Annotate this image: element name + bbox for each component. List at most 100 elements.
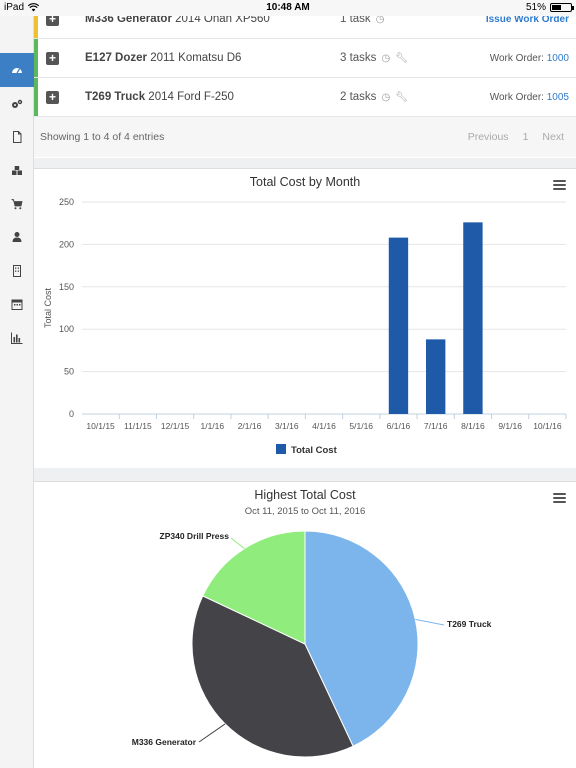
work-requests-table: + M336 Generator 2014 Onan XP560 1 task ◷…: [34, 0, 576, 158]
sidebar-item-locations[interactable]: [0, 254, 34, 288]
building-icon: [13, 265, 21, 277]
chart-menu-button[interactable]: [553, 180, 566, 190]
pie-chart: T269 Truck M336 Generator ZP340 Drill Pres…: [132, 530, 492, 758]
pie-label: T269 Truck: [447, 619, 492, 629]
bar-chart-title: Total Cost by Month: [249, 175, 361, 189]
x-tick-label: 8/1/16: [461, 421, 485, 431]
sidebar-item-purchasing[interactable]: [0, 187, 34, 221]
task-count: 1 task: [340, 13, 371, 25]
table-row[interactable]: + T269 Truck 2014 Ford F-250 2 tasks ◷ 🔧︎ …: [34, 78, 576, 117]
work-order-link[interactable]: 1005: [546, 92, 569, 103]
asset-desc: 2011 Komatsu D6: [150, 52, 242, 64]
status-strip: [34, 78, 38, 116]
sidebar-item-calendar[interactable]: [0, 287, 34, 321]
asset-cell: M336 Generator 2014 Onan XP560: [85, 13, 270, 25]
work-order-cell: Work Order: 1005: [490, 92, 569, 103]
page-1-button[interactable]: 1: [522, 131, 529, 143]
x-tick-label: 6/1/16: [387, 421, 411, 431]
pie-connector: [230, 537, 245, 549]
bar: [388, 237, 409, 414]
wifi-icon: [28, 3, 40, 12]
wrench-icon: 🔧︎: [395, 91, 408, 103]
legend-label: Total Cost: [291, 445, 338, 456]
sidebar-item-reports[interactable]: [0, 321, 34, 355]
status-strip: [34, 0, 38, 38]
ios-status-bar: iPad 10:48 AM 51%: [0, 0, 576, 16]
bar-chart-panel: Total Cost by Month 0 50 100 150 200 250 10/1/…: [34, 168, 576, 468]
gears-icon: [12, 99, 23, 108]
sidebar-item-documents[interactable]: [0, 120, 34, 154]
sidebar-item-dashboard[interactable]: [0, 53, 34, 87]
clock-icon: ◷: [381, 91, 391, 103]
sidebar-item-work[interactable]: [0, 87, 34, 121]
legend-swatch: [276, 444, 286, 454]
work-order-cell: Work Order: 1000: [490, 53, 569, 64]
status-left: iPad: [4, 2, 40, 13]
pie-slice: [304, 530, 419, 747]
asset-desc: 2014 Onan XP560: [175, 13, 270, 25]
next-page-button[interactable]: Next: [542, 131, 564, 143]
document-icon: [13, 131, 22, 143]
x-tick-label: 10/1/16: [533, 421, 562, 431]
pie-chart-subtitle: Oct 11, 2015 to Oct 11, 2016: [244, 506, 366, 517]
x-tick-label: 3/1/16: [275, 421, 299, 431]
y-tick-label: 100: [59, 324, 74, 334]
previous-page-button[interactable]: Previous: [467, 131, 509, 143]
pie-label: ZP340 Drill Press: [160, 531, 230, 541]
y-tick-label: 250: [59, 197, 74, 207]
x-tick-label: 7/1/16: [424, 421, 448, 431]
table-row[interactable]: + E127 Dozer 2011 Komatsu D6 3 tasks ◷ 🔧︎ …: [34, 39, 576, 78]
bar-chart: 0 50 100 150 200 250 10/1/15 11/1/15 12/1/15 1/1/…: [43, 197, 567, 456]
y-tick-label: 150: [59, 282, 74, 292]
asset-cell: T269 Truck 2014 Ford F-250: [85, 91, 234, 103]
work-order-link[interactable]: 1000: [546, 53, 569, 64]
pie-label: M336 Generator: [132, 737, 197, 747]
asset-cell: E127 Dozer 2011 Komatsu D6: [85, 52, 241, 64]
x-tick-label: 4/1/16: [312, 421, 336, 431]
table-footer: Showing 1 to 4 of 4 entries Previous 1 N…: [34, 117, 576, 157]
y-tick-label: 200: [59, 239, 74, 249]
chart-menu-button[interactable]: [553, 493, 566, 503]
tasks-cell: 3 tasks ◷ 🔧︎: [340, 52, 408, 64]
x-tick-label: 5/1/16: [349, 421, 373, 431]
work-order-label: Work Order:: [489, 53, 544, 64]
x-tick-label: 12/1/15: [161, 421, 190, 431]
x-tick-label: 10/1/15: [86, 421, 115, 431]
x-tick-label: 1/1/16: [200, 421, 224, 431]
expand-row-button[interactable]: +: [46, 13, 59, 26]
y-tick-label: 50: [64, 367, 74, 377]
x-tick-label: 9/1/16: [498, 421, 522, 431]
calendar-icon: [11, 299, 23, 310]
y-axis-label: Total Cost: [43, 287, 53, 328]
entries-info: Showing 1 to 4 of 4 entries: [40, 131, 165, 143]
pie-slice: [202, 530, 306, 645]
y-tick-label: 0: [69, 409, 74, 419]
expand-row-button[interactable]: +: [46, 52, 59, 65]
work-order-label: Work Order:: [489, 92, 544, 103]
battery-icon: [550, 3, 574, 12]
bar: [426, 339, 446, 414]
bar-chart-icon: [11, 332, 23, 344]
sidebar-item-users[interactable]: [0, 220, 34, 254]
assets-icon: [12, 166, 22, 175]
asset-code: E127 Dozer: [85, 52, 148, 64]
device-name: iPad: [4, 2, 25, 13]
clock-icon: ◷: [375, 13, 385, 25]
task-count: 3 tasks: [340, 52, 377, 64]
sidebar-item-assets[interactable]: [0, 154, 34, 188]
x-tick-label: 11/1/15: [124, 421, 152, 431]
asset-code: M336 Generator: [85, 13, 172, 25]
user-icon: [12, 232, 22, 242]
cart-icon: [11, 199, 23, 210]
pie-chart-panel: Highest Total Cost Oct 11, 2015 to Oct 1…: [34, 481, 576, 768]
tasks-cell: 2 tasks ◷ 🔧︎: [340, 91, 408, 103]
pie-connector: [198, 723, 226, 743]
status-right: 51%: [525, 2, 574, 13]
battery-percent: 51%: [525, 2, 546, 13]
expand-row-button[interactable]: +: [46, 91, 59, 104]
wrench-icon: 🔧︎: [395, 52, 408, 64]
bar: [463, 222, 483, 414]
issue-work-order-link[interactable]: Issue Work Order: [485, 14, 569, 25]
dashboard-icon: [12, 68, 22, 74]
